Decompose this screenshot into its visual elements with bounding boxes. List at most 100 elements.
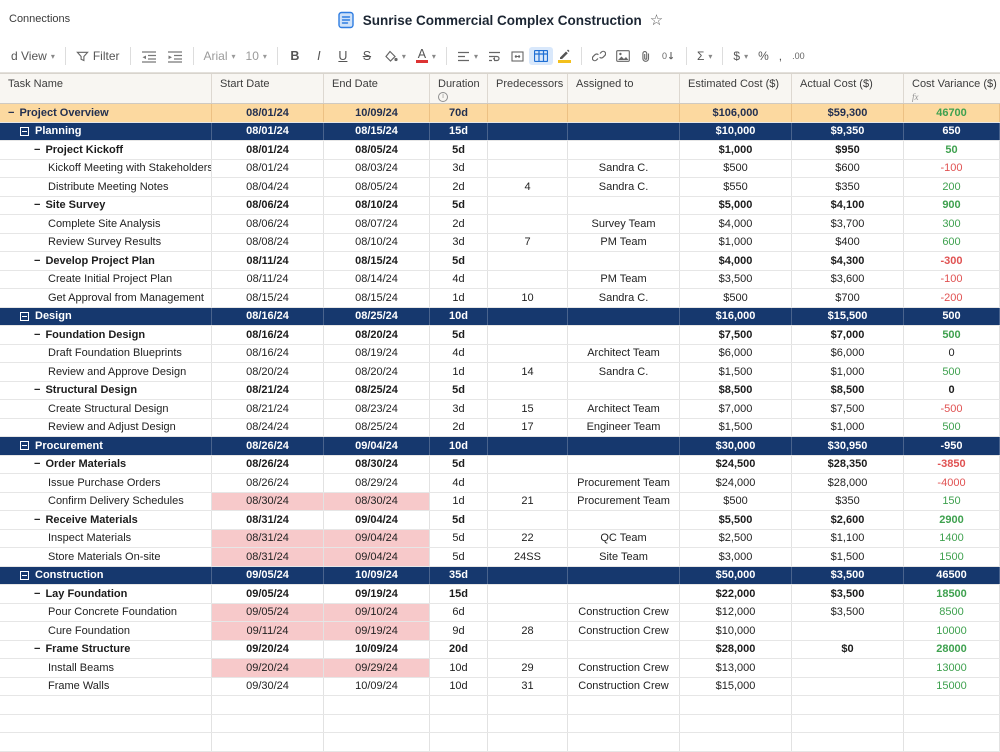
cell-actual-cost[interactable] bbox=[792, 714, 904, 732]
cell-estimated-cost[interactable]: $3,000 bbox=[680, 548, 792, 566]
cell-assigned-to[interactable]: Construction Crew bbox=[568, 677, 680, 695]
cell-task-name[interactable]: Draft Foundation Blueprints bbox=[0, 344, 212, 362]
cell-duration[interactable]: 70d bbox=[430, 104, 488, 122]
filter-button[interactable]: Filter bbox=[71, 46, 125, 66]
cell-task-name[interactable]: − Foundation Design bbox=[0, 326, 212, 344]
cell-actual-cost[interactable] bbox=[792, 733, 904, 751]
cell-predecessors[interactable] bbox=[488, 104, 568, 122]
align-button[interactable]: ▾ bbox=[452, 48, 483, 65]
number-format-button[interactable]: 0 bbox=[657, 47, 681, 65]
cell-predecessors[interactable] bbox=[488, 437, 568, 455]
cell-end-date[interactable]: 08/25/24 bbox=[324, 381, 430, 399]
cell-start-date[interactable]: 08/06/24 bbox=[212, 196, 324, 214]
cell-start-date[interactable]: 09/05/24 bbox=[212, 585, 324, 603]
collapse-minus-icon[interactable]: − bbox=[34, 587, 41, 600]
cell-predecessors[interactable] bbox=[488, 474, 568, 492]
cell-actual-cost[interactable] bbox=[792, 696, 904, 714]
cell-assigned-to[interactable]: Sandra C. bbox=[568, 159, 680, 177]
cell-assigned-to[interactable] bbox=[568, 511, 680, 529]
cell-actual-cost[interactable]: $1,000 bbox=[792, 363, 904, 381]
cell-assigned-to[interactable] bbox=[568, 455, 680, 473]
cell-actual-cost[interactable]: $28,350 bbox=[792, 455, 904, 473]
cell-cost-variance[interactable]: 600 bbox=[904, 233, 1000, 251]
cell-actual-cost[interactable]: $1,000 bbox=[792, 418, 904, 436]
cell-estimated-cost[interactable]: $13,000 bbox=[680, 659, 792, 677]
cell-end-date[interactable]: 08/30/24 bbox=[324, 492, 430, 510]
cell-task-name[interactable]: Construction bbox=[0, 566, 212, 584]
cell-assigned-to[interactable] bbox=[568, 714, 680, 732]
cell-task-name[interactable]: Frame Walls bbox=[0, 677, 212, 695]
cell-estimated-cost[interactable]: $106,000 bbox=[680, 104, 792, 122]
cell-end-date[interactable]: 08/29/24 bbox=[324, 474, 430, 492]
fill-color-button[interactable]: ▾ bbox=[379, 47, 411, 66]
cell-start-date[interactable]: 08/16/24 bbox=[212, 326, 324, 344]
cell-task-name[interactable]: − Project Kickoff bbox=[0, 141, 212, 159]
cell-start-date[interactable]: 08/06/24 bbox=[212, 215, 324, 233]
cell-assigned-to[interactable]: QC Team bbox=[568, 529, 680, 547]
col-header-task-name[interactable]: Task Name bbox=[0, 74, 212, 103]
cell-cost-variance[interactable]: 18500 bbox=[904, 585, 1000, 603]
cell-cost-variance[interactable]: -100 bbox=[904, 159, 1000, 177]
cell-duration[interactable]: 4d bbox=[430, 474, 488, 492]
cell-cost-variance[interactable]: 10000 bbox=[904, 622, 1000, 640]
cell-task-name[interactable]: − Site Survey bbox=[0, 196, 212, 214]
cell-duration[interactable]: 1d bbox=[430, 289, 488, 307]
cell-duration[interactable]: 1d bbox=[430, 492, 488, 510]
cell-cost-variance[interactable]: 500 bbox=[904, 307, 1000, 325]
cell-predecessors[interactable]: 21 bbox=[488, 492, 568, 510]
col-header-estimated-cost[interactable]: Estimated Cost ($) bbox=[680, 74, 792, 103]
cell-cost-variance[interactable]: 900 bbox=[904, 196, 1000, 214]
cell-assigned-to[interactable]: Site Team bbox=[568, 548, 680, 566]
cell-predecessors[interactable] bbox=[488, 307, 568, 325]
cell-predecessors[interactable] bbox=[488, 733, 568, 751]
cell-duration[interactable]: 5d bbox=[430, 326, 488, 344]
bold-button[interactable]: B bbox=[283, 46, 307, 66]
cell-actual-cost[interactable]: $59,300 bbox=[792, 104, 904, 122]
cell-duration[interactable]: 5d bbox=[430, 196, 488, 214]
cell-task-name[interactable]: − Frame Structure bbox=[0, 640, 212, 658]
cell-assigned-to[interactable]: Procurement Team bbox=[568, 474, 680, 492]
cell-end-date[interactable]: 09/04/24 bbox=[324, 548, 430, 566]
cell-estimated-cost[interactable]: $1,500 bbox=[680, 418, 792, 436]
cell-task-name[interactable] bbox=[0, 714, 212, 732]
cell-end-date[interactable]: 08/15/24 bbox=[324, 122, 430, 140]
cell-assigned-to[interactable]: Procurement Team bbox=[568, 492, 680, 510]
cell-estimated-cost[interactable]: $2,500 bbox=[680, 529, 792, 547]
cell-estimated-cost[interactable]: $4,000 bbox=[680, 252, 792, 270]
cell-cost-variance[interactable]: 46500 bbox=[904, 566, 1000, 584]
cell-duration[interactable]: 35d bbox=[430, 566, 488, 584]
cell-start-date[interactable]: 08/15/24 bbox=[212, 289, 324, 307]
cell-cost-variance[interactable]: 13000 bbox=[904, 659, 1000, 677]
cell-cost-variance[interactable] bbox=[904, 696, 1000, 714]
cell-end-date[interactable] bbox=[324, 696, 430, 714]
cell-predecessors[interactable] bbox=[488, 252, 568, 270]
cell-task-name[interactable]: − Project Overview bbox=[0, 104, 212, 122]
cell-end-date[interactable] bbox=[324, 733, 430, 751]
cell-estimated-cost[interactable]: $3,500 bbox=[680, 270, 792, 288]
cell-end-date[interactable]: 09/04/24 bbox=[324, 511, 430, 529]
outdent-button[interactable] bbox=[136, 47, 162, 66]
collapse-minus-icon[interactable]: − bbox=[34, 643, 41, 656]
cell-actual-cost[interactable]: $3,500 bbox=[792, 585, 904, 603]
cell-duration[interactable]: 5d bbox=[430, 252, 488, 270]
cell-actual-cost[interactable]: $1,500 bbox=[792, 548, 904, 566]
cell-assigned-to[interactable] bbox=[568, 437, 680, 455]
text-color-button[interactable]: A ▾ bbox=[411, 46, 441, 66]
cell-predecessors[interactable] bbox=[488, 215, 568, 233]
cell-predecessors[interactable] bbox=[488, 511, 568, 529]
cell-cost-variance[interactable]: 500 bbox=[904, 418, 1000, 436]
col-header-predecessors[interactable]: Predecessors bbox=[488, 74, 568, 103]
cell-task-name[interactable]: Complete Site Analysis bbox=[0, 215, 212, 233]
cell-start-date[interactable] bbox=[212, 733, 324, 751]
cell-duration[interactable]: 10d bbox=[430, 437, 488, 455]
cell-cost-variance[interactable]: -100 bbox=[904, 270, 1000, 288]
cell-cost-variance[interactable]: -300 bbox=[904, 252, 1000, 270]
cell-actual-cost[interactable]: $600 bbox=[792, 159, 904, 177]
attachment-button[interactable] bbox=[635, 47, 657, 66]
cell-start-date[interactable]: 08/01/24 bbox=[212, 141, 324, 159]
cell-actual-cost[interactable] bbox=[792, 622, 904, 640]
cell-assigned-to[interactable] bbox=[568, 252, 680, 270]
cell-task-name[interactable]: Pour Concrete Foundation bbox=[0, 603, 212, 621]
merge-cells-button[interactable] bbox=[506, 48, 529, 65]
cell-actual-cost[interactable]: $30,950 bbox=[792, 437, 904, 455]
